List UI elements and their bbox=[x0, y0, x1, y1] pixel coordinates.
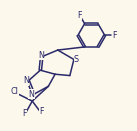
Text: F: F bbox=[22, 109, 26, 118]
Text: Cl: Cl bbox=[11, 87, 19, 96]
Text: N: N bbox=[38, 51, 44, 60]
Text: N: N bbox=[28, 90, 34, 99]
Text: N: N bbox=[23, 76, 29, 85]
Text: F: F bbox=[39, 107, 44, 116]
Text: F: F bbox=[78, 11, 82, 20]
Text: S: S bbox=[74, 55, 79, 64]
Text: F: F bbox=[112, 31, 117, 40]
